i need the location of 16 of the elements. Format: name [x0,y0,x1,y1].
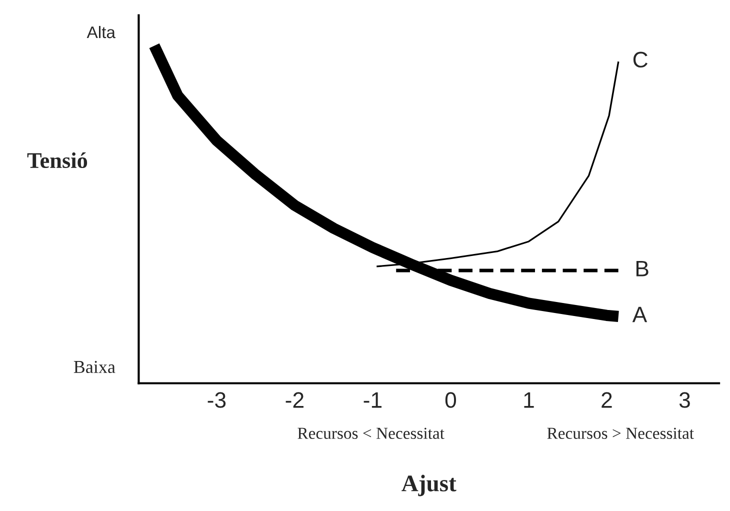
series-label: C [633,52,648,68]
x-tick-label: 3 [679,392,690,408]
text: Recursos < Necessitat [298,428,444,439]
x-tick-label: -3 [208,392,226,408]
x-axis-title: Ajust [402,474,456,496]
series-label: B [636,260,648,276]
x-tick-label: 2 [602,392,612,408]
series-label: A [632,306,648,322]
x-tick-label: -2 [286,392,304,408]
text: Recursos > Necessitat [547,428,694,439]
x-tick-label: -1 [364,392,382,408]
x-tick-label: 0 [445,392,456,408]
y-axis-title: Tensió [27,152,88,168]
text: Alta [86,26,116,38]
text: Baixa [74,360,116,374]
x-tick-label: 1 [524,392,534,408]
